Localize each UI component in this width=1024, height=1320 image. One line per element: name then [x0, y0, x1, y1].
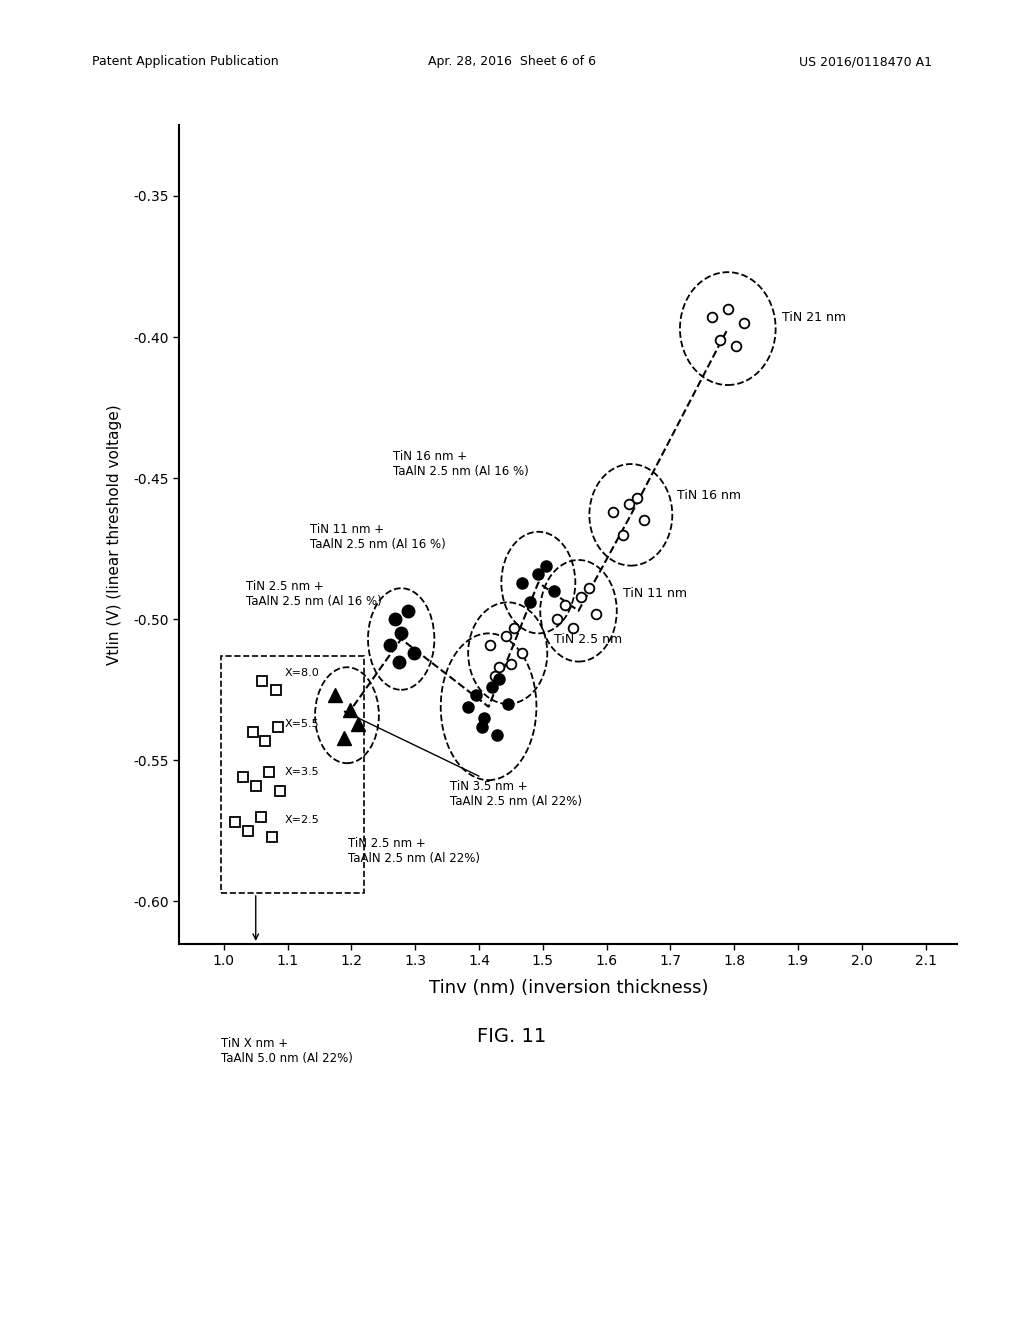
- Text: Apr. 28, 2016  Sheet 6 of 6: Apr. 28, 2016 Sheet 6 of 6: [428, 55, 596, 69]
- Text: X=3.5: X=3.5: [285, 767, 319, 776]
- Y-axis label: Vtlin (V) (linear threshold voltage): Vtlin (V) (linear threshold voltage): [108, 404, 122, 665]
- Text: TiN 16 nm: TiN 16 nm: [677, 488, 740, 502]
- Text: TiN 2.5 nm +
TaAlN 2.5 nm (Al 22%): TiN 2.5 nm + TaAlN 2.5 nm (Al 22%): [348, 837, 480, 865]
- Bar: [220, 656, 365, 894]
- Text: TiN 2.5 nm: TiN 2.5 nm: [554, 632, 623, 645]
- Text: X=8.0: X=8.0: [285, 668, 319, 678]
- Text: US 2016/0118470 A1: US 2016/0118470 A1: [799, 55, 932, 69]
- Text: TiN 3.5 nm +
TaAlN 2.5 nm (Al 22%): TiN 3.5 nm + TaAlN 2.5 nm (Al 22%): [344, 711, 583, 808]
- Text: TiN 11 nm: TiN 11 nm: [623, 587, 686, 601]
- Text: TiN X nm +
TaAlN 5.0 nm (Al 22%): TiN X nm + TaAlN 5.0 nm (Al 22%): [220, 1038, 352, 1065]
- Text: X=5.5: X=5.5: [285, 718, 319, 729]
- Text: TiN 21 nm: TiN 21 nm: [782, 310, 846, 323]
- Text: FIG. 11: FIG. 11: [477, 1027, 547, 1045]
- Text: TiN 11 nm +
TaAlN 2.5 nm (Al 16 %): TiN 11 nm + TaAlN 2.5 nm (Al 16 %): [310, 523, 445, 552]
- Text: TiN 16 nm +
TaAlN 2.5 nm (Al 16 %): TiN 16 nm + TaAlN 2.5 nm (Al 16 %): [393, 450, 528, 478]
- Text: TiN 2.5 nm +
TaAlN 2.5 nm (Al 16 %): TiN 2.5 nm + TaAlN 2.5 nm (Al 16 %): [246, 579, 382, 607]
- X-axis label: Tinv (nm) (inversion thickness): Tinv (nm) (inversion thickness): [429, 979, 708, 998]
- Text: Patent Application Publication: Patent Application Publication: [92, 55, 279, 69]
- Text: X=2.5: X=2.5: [285, 814, 319, 825]
